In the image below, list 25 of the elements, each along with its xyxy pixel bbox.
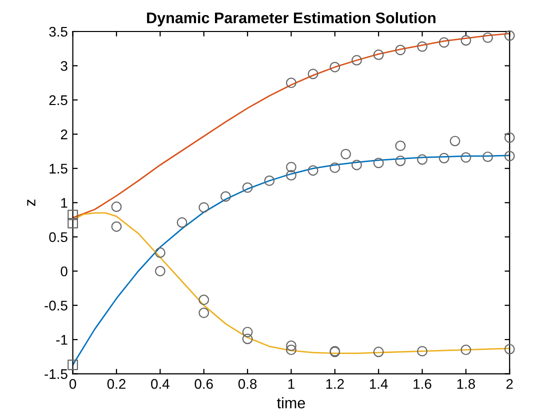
y-tick-label: 0.5 xyxy=(49,232,68,242)
chart-title: Dynamic Parameter Estimation Solution xyxy=(147,12,436,26)
x-tick-label: 0.8 xyxy=(238,379,257,389)
x-tick-label: 0.4 xyxy=(151,379,170,389)
y-tick-label: -1 xyxy=(56,335,68,345)
y-tick-label: 3.5 xyxy=(49,26,68,37)
y-axis-title: z xyxy=(27,200,36,206)
y-tick-label: -0.5 xyxy=(44,300,68,311)
x-tick-label: 1.2 xyxy=(326,379,344,389)
y-tick-label: 0 xyxy=(60,266,68,276)
x-tick-label: 0.2 xyxy=(107,379,126,389)
x-tick-label: 1.6 xyxy=(414,379,432,389)
x-tick-label: 2 xyxy=(506,379,513,389)
x-tick-label: 1.4 xyxy=(370,379,388,389)
y-tick-label: 2 xyxy=(60,130,68,140)
x-tick-label: 1 xyxy=(288,379,294,389)
y-tick-label: 2.5 xyxy=(49,95,68,106)
y-tick-label: -1.5 xyxy=(44,369,68,379)
y-tick-label: 1 xyxy=(61,198,68,208)
x-axis-title: time xyxy=(277,397,305,408)
y-tick-label: 3 xyxy=(60,61,68,71)
x-tick-label: 1.8 xyxy=(457,379,475,389)
x-tick-label: 0.6 xyxy=(194,379,213,389)
x-tick-label: 0 xyxy=(69,379,76,389)
y-tick-label: 1.5 xyxy=(50,164,68,174)
